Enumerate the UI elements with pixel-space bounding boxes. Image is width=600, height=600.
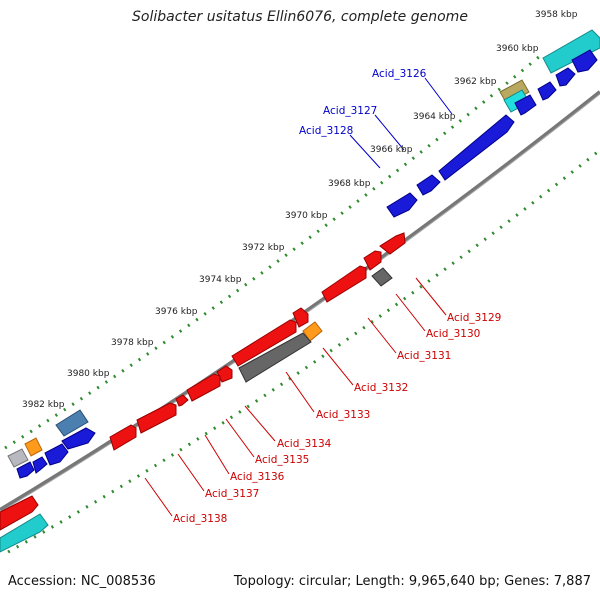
forward-label-leaders — [349, 77, 453, 169]
gene-block-acid3134 — [292, 307, 309, 328]
gene-label-acid3130: Acid_3130 — [426, 328, 480, 340]
gene-block-bottom-cyan — [0, 513, 49, 553]
reverse-gene-labels: Acid_3129 Acid_3130 Acid_3131 Acid_3132 … — [173, 312, 501, 525]
gene-block-acid3128 — [386, 192, 418, 218]
gene-label-acid3131: Acid_3131 — [397, 350, 451, 362]
forward-strand-features — [7, 29, 600, 479]
gene-block-3982-forward-c — [32, 456, 48, 474]
reverse-strand-features — [0, 232, 406, 553]
gene-label-acid3128: Acid_3128 — [299, 125, 353, 137]
gene-block-acid3137b — [175, 394, 189, 407]
gene-block-acid3136 — [216, 365, 233, 383]
tick-label: 3976 kbp — [155, 307, 198, 317]
reverse-label-leaders — [144, 277, 447, 517]
gene-label-acid3133: Acid_3133 — [316, 409, 370, 421]
topology-text: Topology: circular; Length: 9,965,640 bp… — [233, 574, 591, 589]
tick-label: 3966 kbp — [370, 145, 413, 155]
gene-block-3982-forward-a — [61, 427, 96, 450]
tick-label: 3968 kbp — [328, 179, 371, 189]
gene-block-acid3138 — [109, 424, 137, 451]
tick-label: 3970 kbp — [285, 211, 328, 221]
tick-label: 3982 kbp — [22, 400, 65, 410]
gene-block-acid3129 — [379, 232, 406, 255]
gene-block-acid3133-gray — [238, 332, 312, 383]
figure-title: Solibacter usitatus Ellin6076, complete … — [132, 9, 468, 25]
forward-gene-labels: Acid_3126 Acid_3127 Acid_3128 — [299, 68, 427, 137]
gene-block-bottom-red — [0, 495, 39, 531]
gene-block-forward-2 — [571, 49, 598, 73]
gene-label-acid3137: Acid_3137 — [205, 488, 259, 500]
gene-label-acid3126: Acid_3126 — [372, 68, 427, 80]
tick-label: 3962 kbp — [454, 77, 497, 87]
gene-block-acid3130 — [363, 250, 382, 271]
gene-block-acid3131 — [321, 265, 367, 303]
gene-block-3982-forward-d — [16, 461, 35, 479]
tick-label: 3964 kbp — [413, 112, 456, 122]
gene-block-3982-forward-b — [44, 443, 69, 466]
tick-label: 3958 kbp — [535, 10, 578, 20]
tick-label: 3974 kbp — [199, 275, 242, 285]
gene-block-forward-3 — [537, 81, 557, 101]
gene-label-acid3132: Acid_3132 — [354, 382, 408, 394]
tick-label: 3980 kbp — [67, 369, 110, 379]
gene-block-3982-gray — [7, 448, 29, 468]
gene-block-acid3135 — [231, 319, 297, 367]
tick-label: 3972 kbp — [242, 243, 285, 253]
tick-labels: 3958 kbp 3960 kbp 3962 kbp 3964 kbp 3966… — [22, 10, 578, 410]
gene-block-acid3127 — [416, 174, 441, 196]
gene-label-acid3127: Acid_3127 — [323, 105, 377, 117]
gene-block-acid3130-gray — [371, 267, 393, 287]
gene-label-acid3138: Acid_3138 — [173, 513, 227, 525]
gene-block-3982-steelblue — [55, 409, 89, 437]
tick-label: 3960 kbp — [496, 44, 539, 54]
gene-label-acid3135: Acid_3135 — [255, 454, 309, 466]
gene-block-forward-4 — [514, 94, 537, 116]
gene-block-forward-1 — [555, 67, 576, 87]
gene-block-3958-cyan — [542, 29, 600, 74]
gene-block-acid3126 — [438, 114, 515, 181]
gene-block-acid3137 — [186, 373, 221, 402]
gene-label-acid3134: Acid_3134 — [277, 438, 332, 450]
gene-label-acid3129: Acid_3129 — [447, 312, 501, 324]
gene-block-acid3138a — [136, 402, 177, 434]
tick-label: 3978 kbp — [111, 338, 154, 348]
gene-block-3982-orange — [24, 437, 43, 457]
accession-text: Accession: NC_008536 — [8, 574, 156, 589]
gene-label-acid3136: Acid_3136 — [230, 471, 285, 483]
